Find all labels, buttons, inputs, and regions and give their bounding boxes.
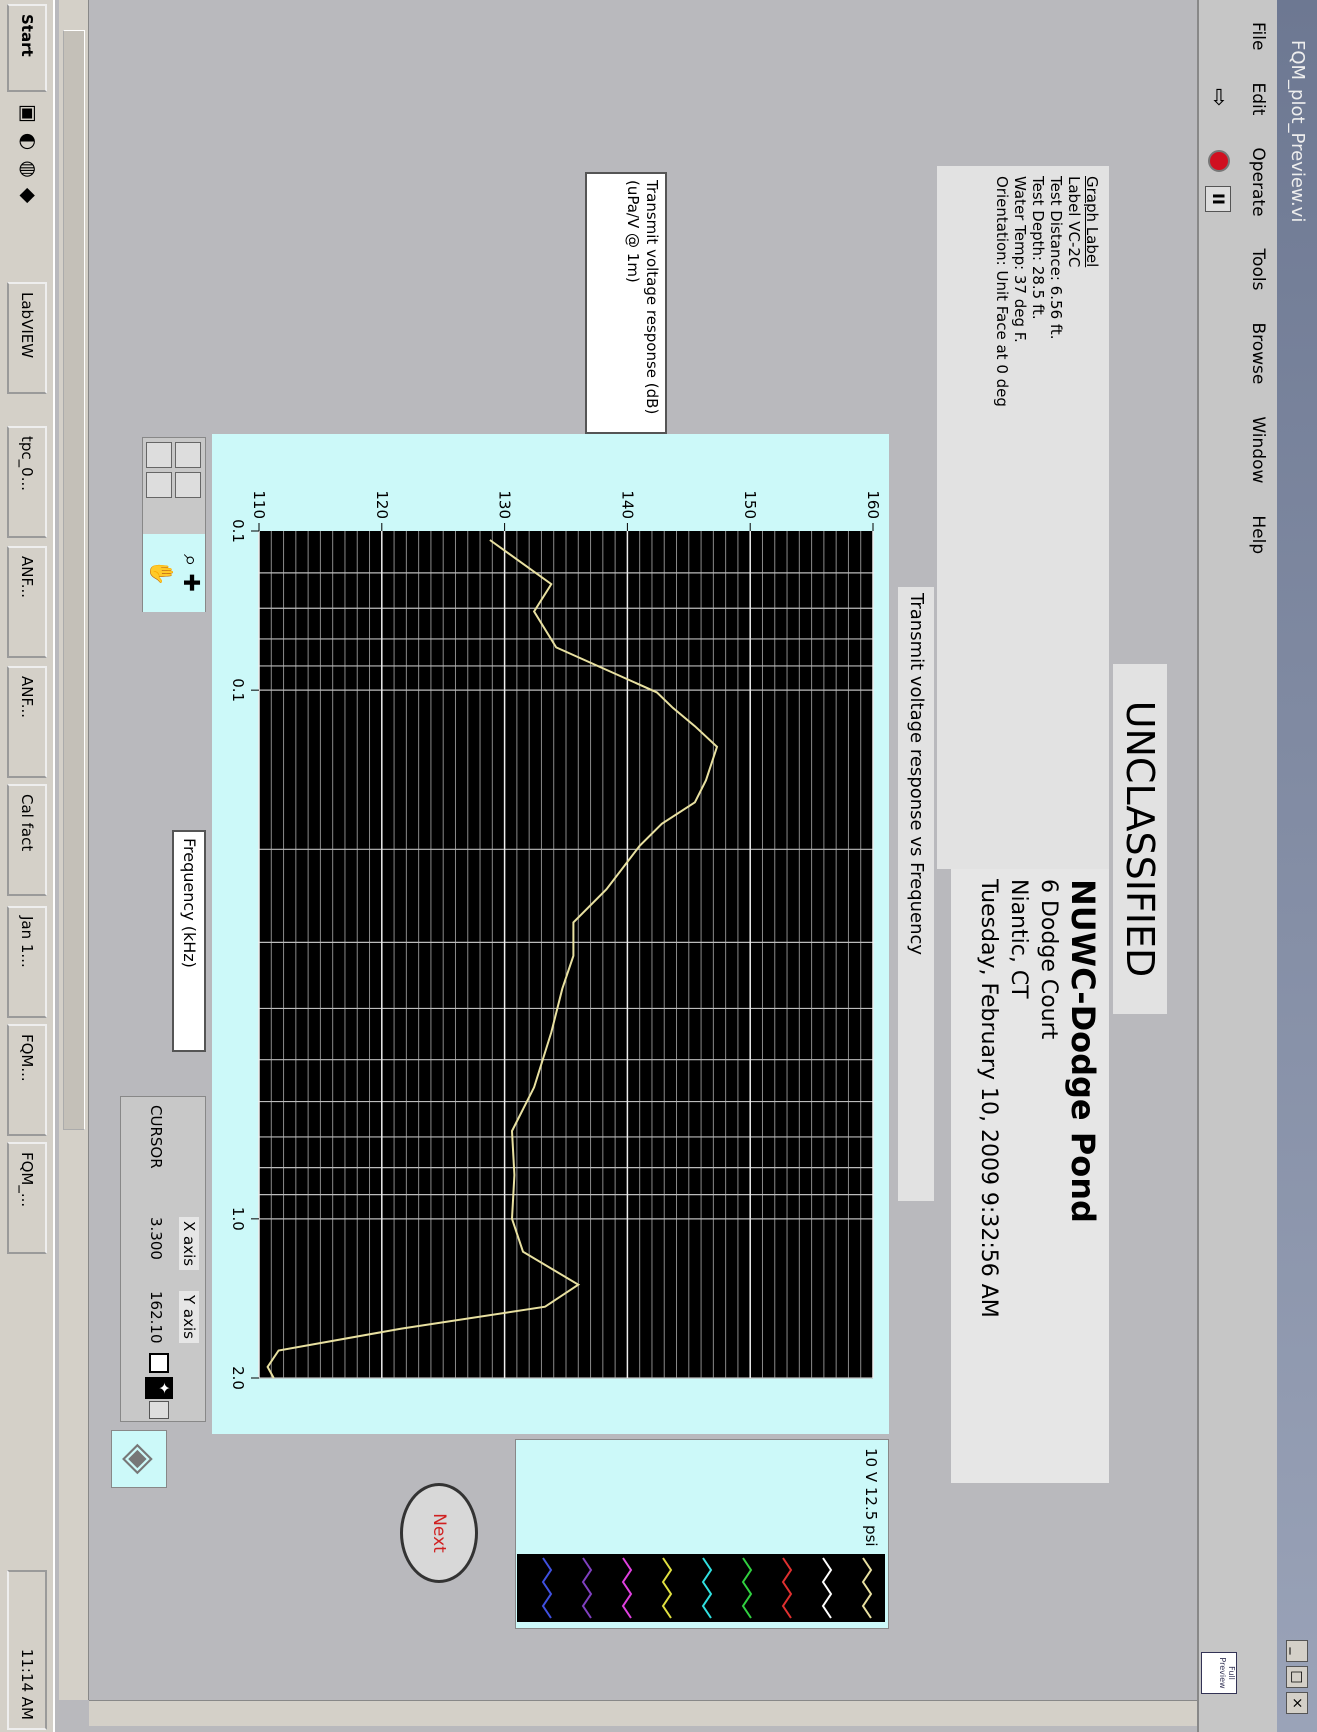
start-button[interactable]: Start xyxy=(7,4,47,92)
task-button[interactable]: ANF... xyxy=(7,666,47,778)
graph-title: Transmit voltage response vs Frequency xyxy=(898,587,934,1201)
y-tick-label: 160 xyxy=(864,490,882,519)
cursor-point[interactable]: ✦ xyxy=(145,1377,173,1399)
location-line: 6 Dodge Court xyxy=(1036,879,1061,1040)
y-tick-label: 110 xyxy=(250,490,268,519)
toolbar: ⇨ II Full Preview xyxy=(1197,0,1239,1732)
legend-swatch xyxy=(861,1557,873,1619)
horizontal-scrollbar[interactable] xyxy=(59,0,89,1700)
location-name: NUWC-Dodge Pond xyxy=(1064,879,1102,1223)
palette-button[interactable] xyxy=(146,472,172,498)
legend-swatch xyxy=(621,1557,633,1619)
menu-item[interactable]: Operate xyxy=(1248,147,1268,217)
task-button[interactable]: Jan 1... xyxy=(7,906,47,1018)
legend-label: 10 V 12.5 psi xyxy=(862,1448,880,1547)
location-line: Niantic, CT xyxy=(1006,879,1031,999)
cursor-lock[interactable] xyxy=(149,1401,169,1419)
cursor-x-header: X axis xyxy=(179,1217,199,1271)
legend-swatch xyxy=(661,1557,673,1619)
task-button[interactable]: ANF... xyxy=(7,546,47,658)
run-arrow[interactable]: ⇨ xyxy=(1206,88,1231,107)
full-preview-icon: Full Preview xyxy=(1201,1652,1237,1694)
graph-label-line: Water Temp: 37 deg F. xyxy=(1011,176,1029,343)
x-tick-label: 2.0 xyxy=(229,1366,247,1390)
palette-button[interactable] xyxy=(146,442,172,468)
legend-swatches xyxy=(517,1554,885,1622)
legend-swatch xyxy=(781,1557,793,1619)
scroll-thumb[interactable] xyxy=(63,30,85,1130)
menu-item[interactable]: Tools xyxy=(1248,248,1268,291)
minimize-button[interactable]: _ xyxy=(1286,1640,1308,1662)
task-button[interactable]: FQM_... xyxy=(7,1142,47,1254)
y-axis-label: Transmit voltage response (dB) (uPa/V @ … xyxy=(585,172,667,434)
maximize-button[interactable]: □ xyxy=(1286,1666,1308,1688)
menu-item[interactable]: File xyxy=(1248,22,1268,51)
clock: 11:14 AM xyxy=(18,1648,36,1720)
graph-label-line: Orientation: Unit Face at 0 deg xyxy=(993,176,1011,407)
legend-swatch xyxy=(821,1557,833,1619)
x-axis-label: Frequency (kHz) xyxy=(172,830,206,1052)
task-button[interactable]: Cal fact xyxy=(7,784,47,896)
menu-item[interactable]: Window xyxy=(1248,416,1268,484)
graph-label-line: Test Distance: 6.56 ft. xyxy=(1047,176,1065,340)
title-bar: FQM_plot_Preview.vi xyxy=(1277,0,1317,1732)
next-button[interactable]: Next xyxy=(400,1483,478,1583)
quick-launch[interactable]: ▣◐◍◆ xyxy=(17,104,41,214)
graph-label-lines: Label VC-2C Test Distance: 6.56 ft. Test D… xyxy=(993,176,1083,859)
menu-item[interactable]: Help xyxy=(1248,515,1268,555)
x-tick-label: 0.1 xyxy=(229,678,247,702)
location-lines: 6 Dodge Court Niantic, CT Tuesday, Februar… xyxy=(973,879,1063,1473)
cursor-mover[interactable]: ◈ xyxy=(111,1430,167,1488)
menu-bar: File Edit Operate Tools Browse Window Help xyxy=(1239,0,1277,1732)
cursor-panel: X axis Y axis CURSOR 3.300 162.10 ✦ xyxy=(120,1096,206,1422)
graph-label-line: Label VC-2C xyxy=(1065,176,1083,268)
palette-button[interactable] xyxy=(175,472,201,498)
abort-button[interactable] xyxy=(1208,150,1230,172)
y-tick-label: 150 xyxy=(741,490,759,519)
plot-legend: 10 V 12.5 psi xyxy=(515,1439,889,1629)
close-button[interactable]: × xyxy=(1286,1692,1308,1714)
legend-swatch xyxy=(581,1557,593,1619)
classification: UNCLASSIFIED xyxy=(1113,664,1167,1014)
pause-button[interactable]: II xyxy=(1205,186,1231,212)
graph-label-box: Graph Label Label VC-2C Test Distance: 6.… xyxy=(937,166,1109,869)
legend-swatch xyxy=(741,1557,753,1619)
task-button[interactable]: LabVIEW xyxy=(7,282,47,394)
system-tray: 11:14 AM xyxy=(7,1570,47,1730)
task-button[interactable]: FQM... xyxy=(7,1024,47,1136)
y-tick-label: 130 xyxy=(496,490,514,519)
zoom-tools[interactable]: ⌕ ✚ ✋ xyxy=(143,534,205,612)
menu-item[interactable]: Browse xyxy=(1248,322,1268,385)
vertical-scrollbar[interactable] xyxy=(89,1700,1197,1726)
legend-swatch xyxy=(701,1557,713,1619)
location-line: Tuesday, February 10, 2009 9:32:56 AM xyxy=(976,879,1001,1318)
x-tick-label: 1.0 xyxy=(229,1207,247,1231)
cursor-y: 162.10 xyxy=(147,1291,165,1344)
x-tick-label: 0.1 xyxy=(229,519,247,543)
graph-label-line: Test Depth: 28.5 ft. xyxy=(1029,176,1047,320)
palette-button[interactable] xyxy=(175,442,201,468)
task-button[interactable]: tpc_0... xyxy=(7,426,47,538)
cursor-y-header: Y axis xyxy=(179,1291,199,1343)
graph-palette: ⌕ ✚ ✋ xyxy=(142,437,206,612)
data-line xyxy=(266,539,719,1379)
cursor-x: 3.300 xyxy=(147,1217,165,1260)
cursor-style[interactable] xyxy=(149,1353,169,1373)
menu-item[interactable]: Edit xyxy=(1248,82,1268,116)
graph-label-heading: Graph Label xyxy=(1083,176,1101,268)
y-tick-label: 140 xyxy=(618,490,636,519)
legend-swatch xyxy=(541,1557,553,1619)
location-box: NUWC-Dodge Pond 6 Dodge Court Niantic, CT… xyxy=(951,869,1109,1483)
y-tick-label: 120 xyxy=(373,490,391,519)
cursor-label: CURSOR xyxy=(147,1105,165,1169)
window-title: FQM_plot_Preview.vi xyxy=(1287,40,1308,223)
graph-panel: 110 120 130 140 150 160 0.1 0.1 1.0 2.0 xyxy=(212,434,889,1434)
